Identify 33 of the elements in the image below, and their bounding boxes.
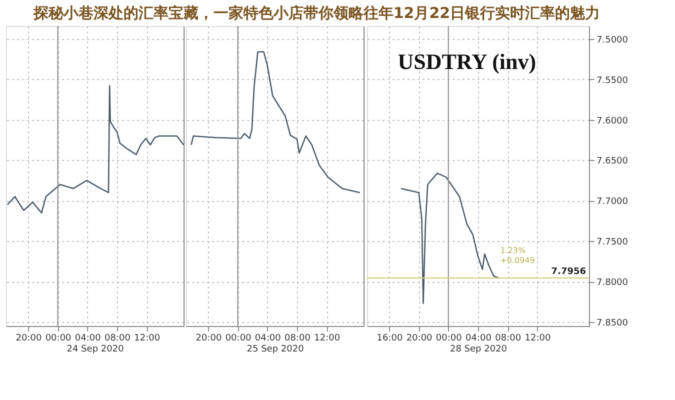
x-axis-title: 25 Sep 2020 [246, 344, 304, 354]
x-tick-label: 08:00 [495, 334, 522, 344]
x-tick-label: 16:00 [376, 334, 403, 344]
line-series [400, 172, 500, 304]
y-tick-label: 7.5500 [596, 76, 628, 86]
text: 探秘小巷深处的汇率宝藏，一家特色小店带你领略往年12月22日银行实时汇率的魅力 [32, 4, 600, 22]
y-tick-label: 7.6500 [596, 156, 628, 167]
x-tick-label: 12:00 [314, 334, 340, 344]
y-tick-label: 7.7000 [596, 197, 628, 208]
x-tick-label: 08:00 [104, 334, 131, 344]
x-tick-label: 04:00 [466, 334, 492, 344]
x-tick-label: 12:00 [524, 334, 551, 344]
annotation: +0.0949 [500, 256, 535, 265]
x-tick-label: 20:00 [406, 334, 433, 344]
x-tick-label: 12:00 [134, 334, 160, 344]
x-axis-title: 28 Sep 2020 [450, 344, 508, 354]
x-tick-label: 00:00 [436, 334, 462, 344]
ref-line-label: 7.7956 [551, 266, 586, 277]
x-axis-title: 24 Sep 2020 [66, 344, 124, 354]
x-tick-label: 04:00 [254, 334, 282, 344]
x-tick-label: 04:00 [74, 334, 102, 344]
y-tick-label: 7.8000 [596, 278, 628, 288]
y-tick-label: 7.8500 [596, 318, 628, 328]
y-tick-label: 7.7500 [596, 238, 628, 248]
x-tick-label: 00:00 [45, 334, 72, 344]
text: USDTRY (inv) [398, 49, 536, 74]
x-tick-label: 08:00 [284, 334, 311, 344]
y-tick-label: 7.5000 [596, 35, 628, 46]
y-tick-label: 7.6000 [596, 116, 628, 126]
x-tick-label: 20:00 [16, 334, 42, 344]
annotation: 1.23% [500, 246, 526, 255]
x-tick-label: 20:00 [196, 334, 222, 344]
x-tick-label: 00:00 [225, 334, 252, 344]
